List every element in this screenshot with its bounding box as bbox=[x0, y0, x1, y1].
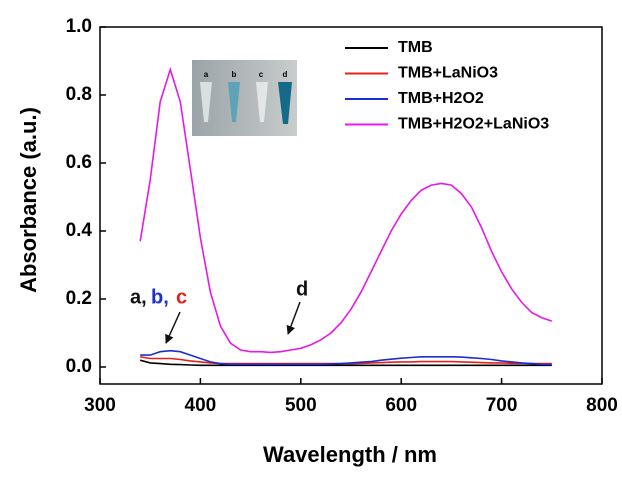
y-tick-label: 0.4 bbox=[66, 220, 93, 241]
inset-label: a bbox=[204, 70, 209, 79]
legend-label: TMB bbox=[398, 39, 433, 56]
annotation: d bbox=[296, 278, 308, 300]
inset-photo bbox=[192, 60, 297, 136]
y-tick-label: 0.0 bbox=[66, 356, 92, 377]
y-tick-label: 0.8 bbox=[66, 84, 92, 105]
line bbox=[139, 66, 553, 354]
y-tick-label: 0.6 bbox=[66, 152, 92, 173]
arrow bbox=[165, 311, 181, 344]
x-tick-label: 400 bbox=[185, 395, 217, 416]
x-tick-label: 500 bbox=[285, 395, 317, 416]
annotation: a, bbox=[130, 286, 147, 308]
x-tick-label: 800 bbox=[586, 395, 618, 416]
annotation: c bbox=[176, 286, 187, 308]
inset-label: b bbox=[232, 70, 237, 79]
y-tick-label: 1.0 bbox=[66, 16, 92, 37]
arrow bbox=[286, 301, 301, 335]
plot-frame bbox=[99, 26, 603, 385]
inset-label: c bbox=[259, 70, 264, 79]
legend-label: TMB+LaNiO3 bbox=[398, 65, 498, 82]
y-axis-label: Absorbance (a.u.) bbox=[16, 107, 41, 293]
x-tick-label: 700 bbox=[486, 395, 518, 416]
x-axis-label: Wavelength / nm bbox=[263, 442, 437, 467]
x-tick-label: 300 bbox=[84, 395, 116, 416]
line bbox=[139, 359, 552, 367]
line bbox=[140, 349, 552, 366]
legend-label: TMB+H2O2 bbox=[398, 90, 484, 107]
y-tick-label: 0.2 bbox=[66, 288, 92, 309]
x-tick-label: 600 bbox=[385, 395, 417, 416]
annotation: b, bbox=[151, 286, 169, 308]
inset-label: d bbox=[283, 70, 288, 79]
legend-label: TMB+H2O2+LaNiO3 bbox=[398, 116, 549, 133]
